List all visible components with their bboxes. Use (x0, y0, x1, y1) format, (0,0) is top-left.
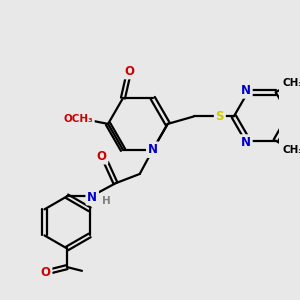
Text: O: O (40, 266, 51, 279)
Text: H: H (101, 196, 110, 206)
Text: N: N (148, 143, 158, 156)
Text: S: S (216, 110, 224, 123)
Text: O: O (97, 150, 106, 163)
Text: methoxy: methoxy (83, 118, 89, 119)
Text: N: N (87, 191, 97, 204)
Text: O: O (124, 64, 134, 78)
Text: CH₃: CH₃ (282, 78, 300, 88)
Text: N: N (241, 136, 251, 149)
Text: CH₃: CH₃ (282, 145, 300, 155)
Text: OCH₃: OCH₃ (63, 114, 93, 124)
Text: N: N (241, 84, 251, 97)
